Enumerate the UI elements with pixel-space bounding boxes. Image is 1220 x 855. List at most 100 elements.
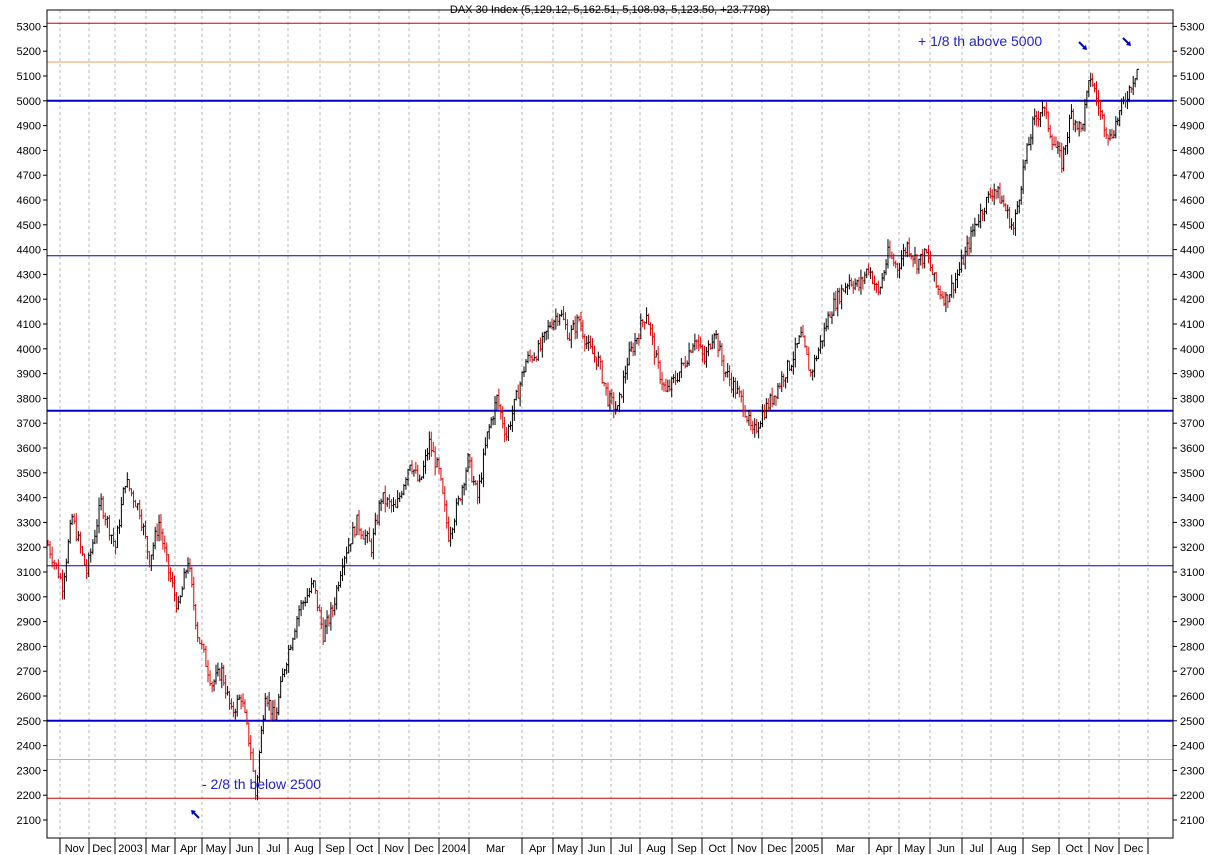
y-tick-label: 3200	[17, 542, 41, 554]
x-tick-label: Apr	[529, 843, 546, 855]
y-tick-label: 4300	[1180, 269, 1204, 281]
y-tick-label: 4700	[17, 170, 41, 182]
price-bars	[47, 68, 1140, 801]
x-tick-label: Jun	[236, 843, 254, 855]
y-tick-label: 2500	[17, 716, 41, 728]
annotation-upper: + 1/8 th above 5000	[918, 33, 1042, 49]
x-tick-label: Apr	[875, 843, 892, 855]
x-tick-label: Aug	[294, 843, 314, 855]
y-tick-label: 3900	[17, 369, 41, 381]
y-tick-label: 2400	[17, 741, 41, 753]
y-tick-label: 4400	[1180, 245, 1204, 257]
y-tick-label: 3500	[1180, 468, 1204, 480]
x-tick-label: Nov	[65, 843, 85, 855]
x-tick-label: May	[557, 843, 578, 855]
y-tick-label: 2900	[17, 617, 41, 629]
plot-frame	[46, 9, 1174, 839]
y-tick-label: 2400	[1180, 741, 1204, 753]
x-tick-label: Dec	[92, 843, 112, 855]
x-tick-label: Jul	[618, 843, 632, 855]
y-tick-label: 2200	[1180, 790, 1204, 802]
y-tick-label: 2600	[1180, 691, 1204, 703]
y-tick-label: 4000	[17, 344, 41, 356]
arrow-icon	[1122, 37, 1131, 46]
y-tick-label: 3600	[17, 443, 41, 455]
x-tick-label: 2004	[442, 843, 466, 855]
arrow-icon	[1078, 41, 1087, 50]
y-tick-label: 3800	[17, 393, 41, 405]
x-tick-label: Dec	[414, 843, 434, 855]
chart-gridlines	[59, 10, 1149, 838]
gann-levels	[47, 22, 1173, 799]
x-tick-label: May	[904, 843, 925, 855]
y-tick-label: 2800	[17, 641, 41, 653]
y-tick-label: 3700	[1180, 418, 1204, 430]
y-tick-label: 2200	[17, 790, 41, 802]
x-tick-label: Oct	[1065, 843, 1082, 855]
y-tick-label: 3300	[1180, 517, 1204, 529]
x-tick-label: Sep	[677, 843, 697, 855]
y-tick-label: 3100	[17, 567, 41, 579]
x-tick-label: 2005	[795, 843, 819, 855]
y-tick-label: 4400	[17, 245, 41, 257]
y-tick-label: 5200	[1180, 46, 1204, 58]
x-tick-label: Jul	[266, 843, 280, 855]
y-tick-label: 5200	[17, 46, 41, 58]
x-tick-label: Nov	[737, 843, 757, 855]
annotation-lower: - 2/8 th below 2500	[202, 776, 321, 792]
x-tick-label: Apr	[180, 843, 197, 855]
y-tick-label: 4700	[1180, 170, 1204, 182]
y-tick-label: 2100	[1180, 815, 1204, 827]
y-tick-label: 5100	[17, 71, 41, 83]
x-tick-label: Nov	[1094, 843, 1114, 855]
y-tick-label: 3700	[17, 418, 41, 430]
y-tick-label: 5100	[1180, 71, 1204, 83]
y-tick-label: 4900	[1180, 121, 1204, 133]
y-tick-label: 4100	[17, 319, 41, 331]
x-tick-label: Jun	[937, 843, 955, 855]
y-tick-label: 4800	[1180, 145, 1204, 157]
y-tick-label: 5300	[1180, 21, 1204, 33]
x-axis: Nov Dec 2003 Mar Apr May Jun Jul Aug Sep Oct Nov Dec…	[59, 838, 1149, 855]
y-tick-label: 2100	[17, 815, 41, 827]
y-tick-label: 3000	[17, 592, 41, 604]
y-tick-label: 2300	[17, 765, 41, 777]
x-tick-label: Mar	[836, 843, 855, 855]
y-tick-label: 2800	[1180, 641, 1204, 653]
y-tick-label: 4200	[17, 294, 41, 306]
y-tick-label: 4200	[1180, 294, 1204, 306]
y-axis-left: 2100 2200 2300 2400 2500 2600 2700 2800 2900 3000…	[17, 21, 47, 827]
x-tick-label: Mar	[486, 843, 505, 855]
y-tick-label: 5300	[17, 21, 41, 33]
y-tick-label: 4800	[17, 145, 41, 157]
x-tick-label: Dec	[1124, 843, 1144, 855]
y-tick-label: 5000	[1180, 96, 1204, 108]
x-tick-label: Aug	[997, 843, 1017, 855]
y-tick-label: 3800	[1180, 393, 1204, 405]
x-tick-label: Dec	[767, 843, 787, 855]
y-tick-label: 4500	[1180, 220, 1204, 232]
y-tick-label: 5000	[17, 96, 41, 108]
x-tick-label: May	[206, 843, 227, 855]
y-tick-label: 3000	[1180, 592, 1204, 604]
chart-title: DAX 30 Index (5,129.12, 5,162.51, 5,108.…	[450, 4, 770, 16]
y-tick-label: 2600	[17, 691, 41, 703]
y-axis-right: 2100 2200 2300 2400 2500 2600 2700 2800 2900 3000…	[1173, 21, 1204, 827]
y-tick-label: 3100	[1180, 567, 1204, 579]
x-tick-label: Sep	[325, 843, 345, 855]
y-tick-label: 4100	[1180, 319, 1204, 331]
y-tick-label: 3500	[17, 468, 41, 480]
y-tick-label: 4900	[17, 121, 41, 133]
y-tick-label: 3200	[1180, 542, 1204, 554]
y-tick-label: 3400	[17, 493, 41, 505]
x-tick-label: Oct	[708, 843, 725, 855]
y-tick-label: 3900	[1180, 369, 1204, 381]
x-tick-label: 2003	[118, 843, 142, 855]
y-tick-label: 2900	[1180, 617, 1204, 629]
x-tick-label: Nov	[384, 843, 404, 855]
y-tick-label: 3400	[1180, 493, 1204, 505]
y-tick-label: 2700	[17, 666, 41, 678]
x-tick-label: Mar	[151, 843, 170, 855]
y-tick-label: 4300	[17, 269, 41, 281]
